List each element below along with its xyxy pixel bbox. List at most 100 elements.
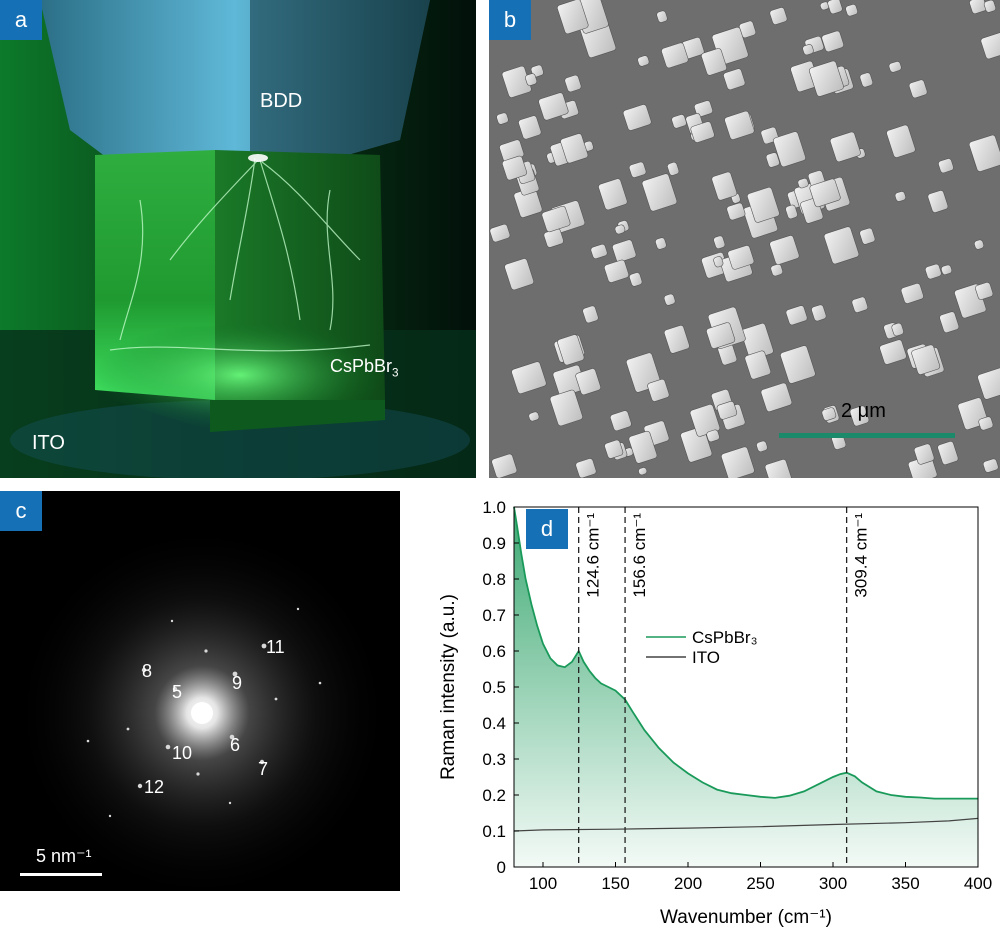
sem-nanocrystal bbox=[525, 73, 538, 86]
y-tick-label: 0.5 bbox=[482, 678, 506, 697]
y-tick-label: 0.3 bbox=[482, 750, 506, 769]
sem-nanocrystal bbox=[888, 61, 902, 73]
spot-label-8: 8 bbox=[142, 661, 153, 681]
sem-nanocrystal bbox=[859, 72, 874, 88]
y-tick-label: 0.2 bbox=[482, 786, 506, 805]
sem-nanocrystal bbox=[609, 410, 632, 432]
sem-nanocrystal bbox=[982, 458, 999, 473]
panel-a-badge: a bbox=[0, 0, 42, 40]
sem-nanocrystal bbox=[628, 430, 658, 464]
sem-nanocrystal bbox=[496, 112, 509, 125]
sem-nanocrystal bbox=[663, 293, 676, 306]
sem-nanocrystal bbox=[927, 190, 949, 213]
sem-nanocrystal bbox=[980, 31, 1000, 60]
sem-nanocrystal bbox=[637, 55, 650, 67]
raman-spectrum-chart: 124.6 cm⁻¹ 156.6 cm⁻¹ 309.4 cm⁻¹ 100 150 200… bbox=[438, 498, 992, 928]
x-tick-label: 250 bbox=[746, 874, 774, 893]
panel-b-badge: b bbox=[489, 0, 531, 40]
spot-label-10: 10 bbox=[172, 743, 193, 763]
sem-nanocrystal bbox=[549, 389, 583, 427]
sem-nanocrystal bbox=[638, 467, 648, 476]
sem-nanocrystal bbox=[760, 382, 793, 412]
spot-label-6: 6 bbox=[230, 735, 241, 755]
legend-entry: ITO bbox=[692, 648, 720, 667]
sem-nanocrystal bbox=[538, 92, 569, 121]
sem-nanocrystal bbox=[983, 0, 997, 13]
sem-nanocrystal bbox=[746, 186, 780, 223]
sem-nanocrystal bbox=[713, 256, 724, 268]
crystal-illustration bbox=[0, 0, 476, 478]
peak-label: 156.6 cm⁻¹ bbox=[630, 513, 649, 598]
cspbbr3-label: CsPbBr3 bbox=[330, 356, 399, 380]
diffraction-scale-bar bbox=[20, 873, 102, 876]
sem-nanocrystal bbox=[647, 378, 670, 402]
sem-nanocrystal bbox=[827, 0, 843, 15]
y-tick-label: 0 bbox=[497, 858, 506, 877]
sem-nanocrystal bbox=[802, 44, 814, 56]
y-tick-label: 0.7 bbox=[482, 606, 506, 625]
sem-nanocrystal bbox=[706, 322, 736, 349]
sem-nanocrystal bbox=[701, 48, 727, 76]
sem-nanocrystal bbox=[968, 134, 1000, 172]
sem-nanocrystal bbox=[726, 202, 746, 221]
sem-nanocrystal bbox=[821, 407, 837, 421]
sem-nanocrystal bbox=[711, 171, 738, 201]
sem-nanocrystal bbox=[938, 158, 954, 174]
sem-nanocrystal bbox=[504, 258, 535, 291]
sem-nanocrystal bbox=[724, 110, 755, 140]
sem-nanocrystal bbox=[541, 205, 571, 233]
ito-label: ITO bbox=[32, 432, 65, 454]
sem-nanocrystal bbox=[629, 272, 643, 287]
sem-nanocrystal bbox=[680, 426, 713, 463]
diffraction-pattern bbox=[0, 491, 400, 891]
x-tick-label: 350 bbox=[891, 874, 919, 893]
y-tick-label: 1.0 bbox=[482, 498, 506, 517]
panel-b-sem: b 2 μm bbox=[489, 0, 1000, 478]
sem-nanocrystal bbox=[879, 339, 907, 365]
sem-nanocrystal bbox=[821, 30, 844, 53]
sem-nanocrystal bbox=[612, 239, 637, 263]
sem-nanocrystal bbox=[764, 458, 793, 478]
y-axis-label: Raman intensity (a.u.) bbox=[438, 594, 459, 780]
sem-nanocrystal bbox=[785, 204, 798, 220]
sem-nanocrystal bbox=[603, 259, 630, 283]
sem-nanocrystal bbox=[706, 429, 720, 443]
y-tick-label: 0.9 bbox=[482, 534, 506, 553]
panel-a-photo: a BDD CsPbBr3 ITO bbox=[0, 0, 476, 478]
spot-label-7: 7 bbox=[258, 759, 269, 779]
y-tick-label: 0.8 bbox=[482, 570, 506, 589]
sem-nanocrystal bbox=[765, 152, 780, 168]
sem-nanocrystal bbox=[598, 178, 628, 211]
sem-nanocrystal bbox=[604, 439, 624, 459]
sem-nanocrystal bbox=[690, 121, 715, 143]
sem-nanocrystal bbox=[823, 226, 860, 265]
sem-nanocrystal bbox=[656, 10, 668, 23]
sem-nanocrystal bbox=[663, 325, 690, 354]
sem-nanocrystal bbox=[491, 453, 518, 478]
sem-nanocrystal bbox=[628, 161, 647, 178]
y-tick-label: 0.1 bbox=[482, 822, 506, 841]
sem-nanocrystal bbox=[975, 282, 994, 300]
sem-nanocrystal bbox=[908, 79, 928, 99]
x-tick-label: 100 bbox=[529, 874, 557, 893]
spot-label-5: 5 bbox=[172, 682, 183, 702]
sem-nanocrystal bbox=[886, 124, 916, 158]
spot-label-12: 12 bbox=[144, 777, 165, 797]
sem-nanocrystal bbox=[769, 235, 800, 265]
x-tick-label: 150 bbox=[601, 874, 629, 893]
sem-nanocrystal bbox=[713, 235, 726, 250]
sem-nanocrystal bbox=[641, 173, 678, 212]
sem-nanocrystal bbox=[977, 367, 1000, 400]
sem-micrograph bbox=[489, 0, 1000, 478]
bdd-label: BDD bbox=[260, 90, 303, 112]
sem-nanocrystal bbox=[667, 161, 680, 176]
sem-nanocrystal bbox=[808, 60, 844, 97]
sem-nanocrystal bbox=[849, 405, 870, 427]
sem-nanocrystal bbox=[769, 7, 788, 25]
sem-nanocrystal bbox=[939, 311, 960, 334]
sem-nanocrystal bbox=[661, 42, 689, 69]
sem-scale-label: 2 μm bbox=[841, 400, 886, 422]
sem-nanocrystal bbox=[564, 74, 582, 93]
sem-nanocrystal bbox=[829, 131, 861, 163]
sem-nanocrystal bbox=[582, 305, 599, 324]
